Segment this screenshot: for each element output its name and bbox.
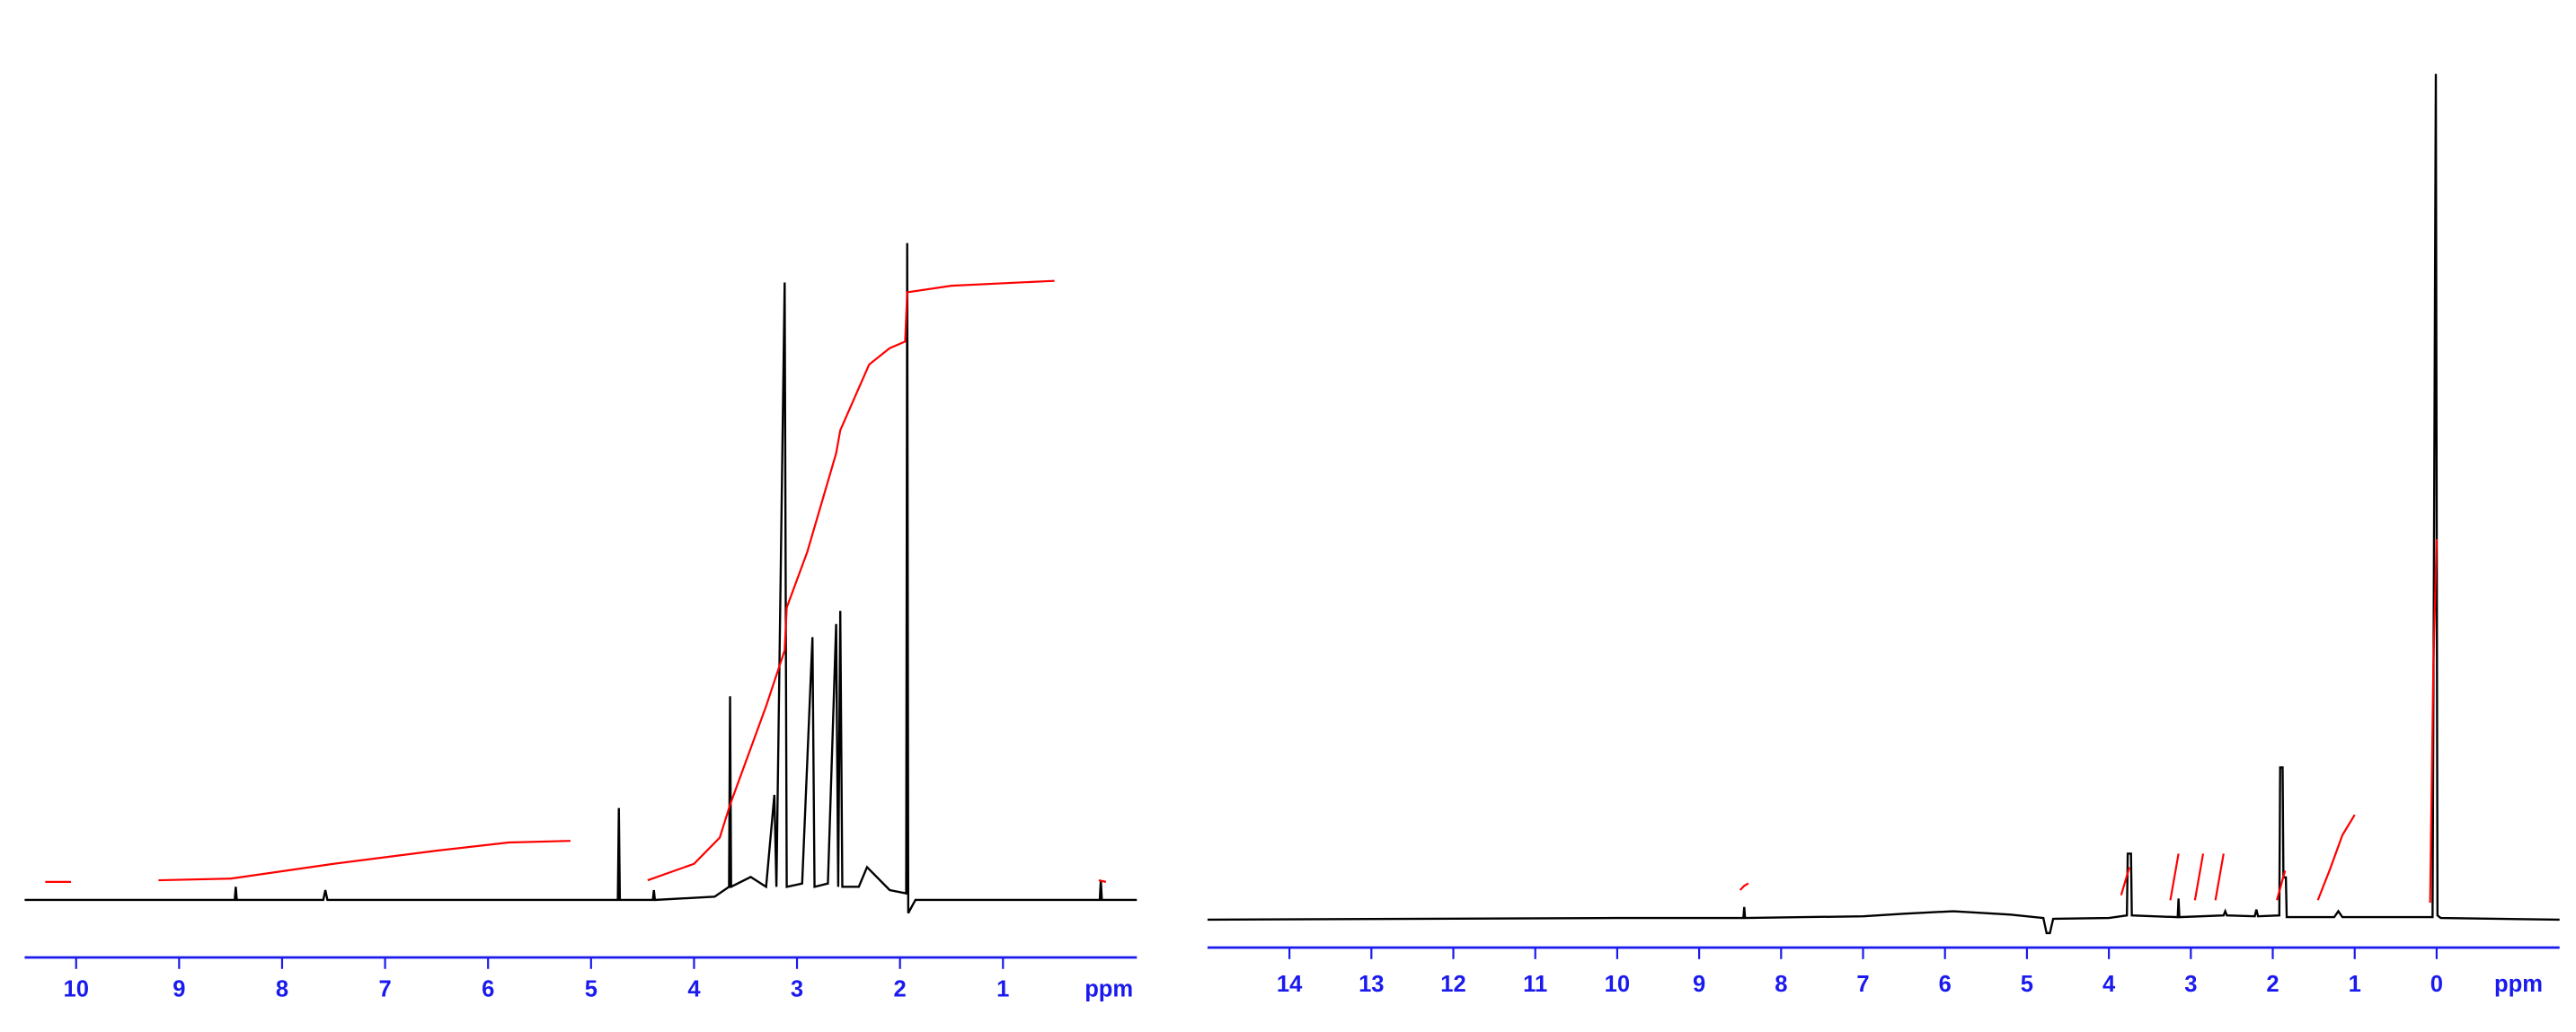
x-tick-label: 11 — [1523, 972, 1547, 997]
x-tick-label: 4 — [2102, 972, 2116, 997]
x-tick-label: 5 — [2021, 972, 2033, 997]
x-tick-label: 6 — [1939, 972, 1952, 997]
spectrum-trace — [1207, 74, 2560, 935]
x-axis-label: ppm — [1084, 976, 1133, 1001]
spectrum-trace — [24, 243, 1138, 914]
x-tick-label: 3 — [791, 976, 803, 1001]
x-tick-label: 12 — [1440, 972, 1465, 997]
x-tick-label: 5 — [585, 976, 598, 1001]
x-tick-label: 10 — [64, 976, 89, 1001]
x-tick-label: 9 — [1693, 972, 1705, 997]
x-tick-label: 7 — [378, 976, 391, 1001]
x-tick-label: 9 — [173, 976, 185, 1001]
x-tick-label: 13 — [1359, 972, 1384, 997]
x-tick-label: 0 — [2430, 972, 2443, 997]
x-tick-label: 10 — [1605, 972, 1630, 997]
x-tick-label: 4 — [687, 976, 701, 1001]
integral-curve — [45, 279, 1107, 883]
x-tick-label: 1 — [996, 976, 1009, 1001]
x-tick-label: 14 — [1277, 972, 1303, 997]
x-tick-label: 7 — [1856, 972, 1869, 997]
x-tick-label: 2 — [894, 976, 907, 1001]
x-tick-label: 8 — [1775, 972, 1787, 997]
x-axis-label: ppm — [2494, 972, 2543, 997]
x-tick-label: 2 — [2266, 972, 2279, 997]
x-tick-label: 6 — [482, 976, 494, 1001]
x-tick-label: 1 — [2349, 972, 2361, 997]
x-tick-label: 8 — [276, 976, 288, 1001]
x-tick-label: 3 — [2184, 972, 2197, 997]
integral-curve — [1739, 539, 2439, 904]
